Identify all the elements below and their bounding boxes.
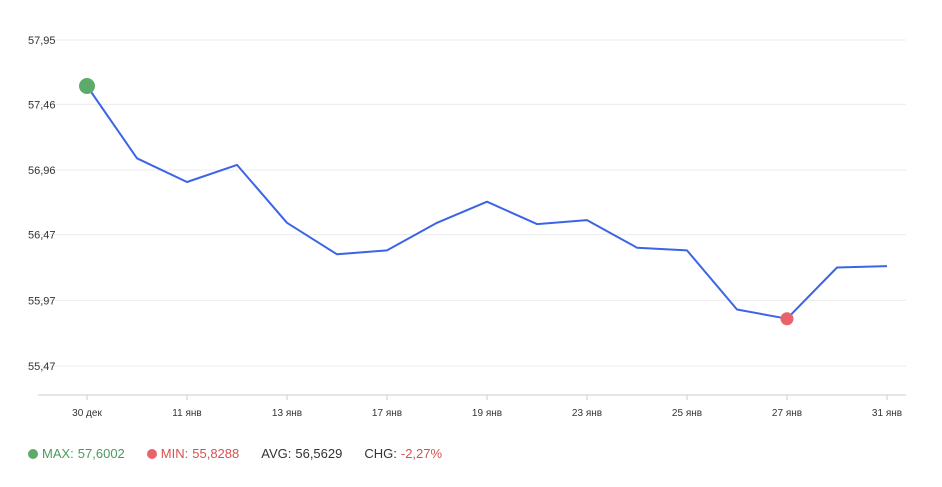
- line-chart: 57,95 57,46 56,96 56,47 55,97 55,47 30 дек 11 я…: [28, 35, 906, 419]
- max-dot-icon: [28, 448, 38, 459]
- y-tick-label: 55,97: [28, 295, 56, 307]
- x-tick-label: 25 янв: [672, 408, 702, 419]
- x-tick-label: 30 дек: [72, 408, 102, 419]
- min-value: 55,8288: [192, 446, 240, 461]
- y-tick-label: 57,95: [28, 35, 56, 47]
- x-tick-label: 27 янв: [772, 408, 802, 419]
- min-label: MIN:: [160, 446, 189, 461]
- stat-max: MAX: 57,6002: [28, 446, 125, 461]
- chg-value: -2,27%: [400, 446, 443, 461]
- y-tick-label: 57,46: [28, 99, 56, 111]
- max-value: 57,6002: [77, 446, 125, 461]
- x-tick-label: 13 янв: [272, 408, 302, 419]
- x-tick-label: 11 янв: [172, 408, 201, 419]
- max-label: MAX:: [42, 446, 74, 461]
- y-tick-label: 56,96: [28, 165, 56, 177]
- x-tick-label: 19 янв: [472, 408, 502, 419]
- series-line: [86, 85, 888, 320]
- y-tick-label: 56,47: [28, 230, 56, 242]
- chg-label: CHG:: [364, 446, 397, 461]
- max-point-marker: [79, 78, 95, 95]
- min-point-marker: [780, 312, 794, 326]
- y-tick-label: 55,47: [28, 361, 56, 373]
- stat-min: MIN: 55,8288: [146, 446, 240, 461]
- stat-chg: CHG: -2,27%: [364, 446, 442, 461]
- x-tick-label: 17 янв: [372, 408, 402, 419]
- x-tick-label: 23 янв: [572, 408, 602, 419]
- stats-bar: MAX: 57,6002 MIN: 55,8288 AVG: 56,5629 C…: [28, 446, 464, 461]
- x-tick-label: 31 янв: [872, 408, 902, 419]
- avg-value: 56,5629: [295, 446, 343, 461]
- stat-avg: AVG: 56,5629: [261, 446, 342, 461]
- min-dot-icon: [146, 448, 157, 459]
- avg-label: AVG:: [261, 446, 292, 461]
